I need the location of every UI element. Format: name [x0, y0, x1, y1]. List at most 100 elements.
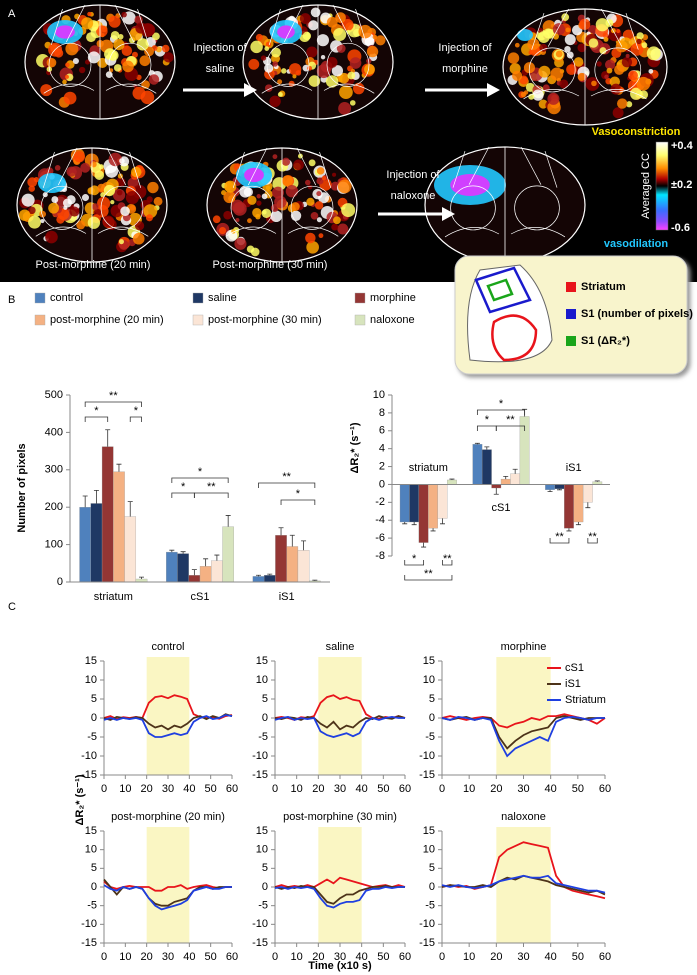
activation-spot [648, 68, 654, 74]
activation-spot [306, 46, 318, 58]
activation-spot [573, 57, 584, 67]
y-tick-label: 0 [379, 478, 385, 490]
x-tick-label: 60 [399, 783, 411, 795]
activation-spot [94, 170, 105, 180]
bar [409, 484, 420, 523]
legend-label: naloxone [370, 314, 415, 326]
activation-spot [28, 215, 42, 229]
activation-spot [54, 48, 64, 58]
x-tick-label: 50 [377, 783, 389, 795]
x-tick-label: 20 [312, 783, 324, 795]
error-bar [503, 475, 509, 480]
x-tick-label: 60 [599, 783, 611, 795]
bar [437, 484, 448, 519]
y-tick-label: -5 [87, 731, 97, 743]
x-tick-label: 50 [572, 783, 584, 795]
arrow-label: morphine [442, 63, 488, 75]
activation-spot [274, 195, 287, 209]
legend-swatch [34, 292, 46, 304]
activation-spot [333, 27, 347, 42]
stimulus-period [496, 827, 551, 943]
activation-spot [96, 25, 108, 37]
activation-spot [125, 191, 139, 205]
activation-spot [105, 71, 113, 78]
y-tick-label: 0 [262, 881, 268, 893]
activation-spot [63, 205, 68, 210]
activation-spot [110, 200, 115, 205]
x-tick-label: striatum [409, 462, 448, 474]
activation-spot [65, 62, 70, 68]
bar [275, 535, 287, 583]
significance-bracket [442, 560, 453, 566]
activation-spot [302, 64, 310, 72]
bar [124, 516, 137, 583]
activation-spot [337, 179, 352, 194]
activation-spot [272, 186, 284, 199]
activation-spot [87, 216, 101, 229]
brain-structure [106, 147, 142, 189]
bar [428, 484, 438, 529]
error-bar [191, 569, 197, 576]
activation-spot [152, 32, 160, 41]
activation-spot [646, 46, 661, 61]
bar [166, 551, 178, 583]
error-bar [484, 446, 490, 450]
activation-spot [335, 12, 346, 23]
activation-spot [119, 158, 125, 164]
activation-spot [307, 65, 313, 71]
legend-label: morphine [370, 292, 416, 304]
y-tick-label: 5 [91, 693, 97, 705]
x-tick-label: 10 [291, 951, 303, 963]
activation-spot [113, 38, 125, 51]
brain-structure [520, 146, 558, 188]
significance-bracket [587, 538, 598, 544]
bar [263, 575, 276, 583]
activation-spot [51, 196, 59, 203]
vasodilation-core [450, 174, 490, 196]
bar [510, 473, 521, 485]
error-bar [139, 576, 144, 580]
y-tick-label: 15 [85, 825, 97, 837]
x-tick-label: 10 [119, 951, 131, 963]
activation-spot [375, 35, 386, 46]
brain-structure [332, 4, 368, 46]
activation-spot [604, 74, 609, 79]
significance-bracket [84, 416, 109, 422]
brain-structure [514, 185, 560, 231]
activation-spot [247, 195, 257, 205]
activation-spot [641, 42, 648, 49]
error-bar [556, 488, 562, 491]
activation-spot [81, 194, 89, 202]
activation-spot [306, 240, 319, 254]
activation-spot [336, 44, 346, 53]
x-tick-label: 20 [141, 951, 153, 963]
activation-spot [596, 61, 602, 67]
panel-label: C [8, 601, 16, 613]
brain-structure [261, 83, 313, 94]
y-tick-label: 15 [423, 655, 435, 667]
error-bar [594, 480, 600, 482]
activation-spot [614, 64, 625, 75]
error-bar [289, 534, 295, 547]
activation-spot [28, 206, 36, 215]
activation-spot [281, 175, 293, 187]
brain-structure [232, 147, 268, 189]
bar [90, 503, 103, 583]
vasodilation-area [517, 29, 533, 41]
legend-label: post-morphine (20 min) [50, 314, 164, 326]
error-bar [493, 488, 499, 495]
y-axis-label: Number of pixels [16, 443, 28, 532]
activation-spot [320, 54, 326, 60]
bar [252, 576, 265, 583]
y-tick-label: 2 [379, 460, 385, 472]
activation-spot [105, 169, 111, 175]
activation-spot [316, 34, 329, 47]
roi-legend-swatch [566, 336, 576, 346]
x-tick-label: 20 [490, 783, 502, 795]
activation-spot [247, 218, 252, 224]
error-bar [301, 540, 307, 551]
significance-label: * [296, 488, 301, 500]
y-tick-label: 6 [379, 425, 385, 437]
significance-label: * [485, 414, 490, 426]
activation-spot [21, 193, 35, 207]
